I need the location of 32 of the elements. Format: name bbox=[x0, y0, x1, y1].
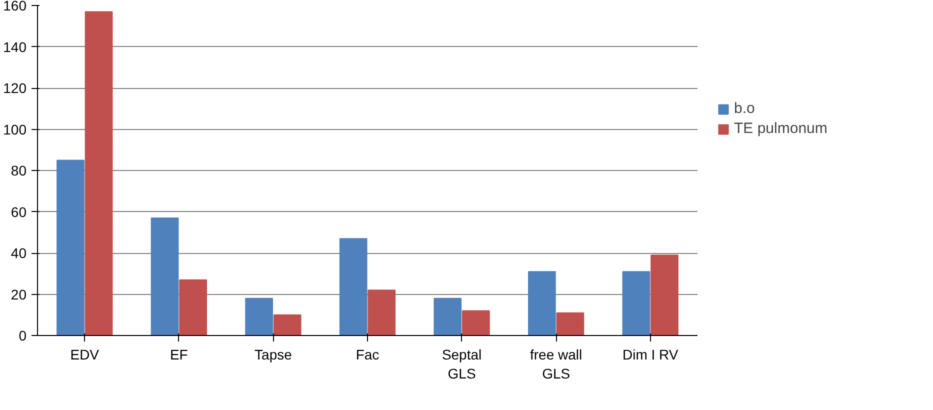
x-tick-label: Septal GLS bbox=[442, 346, 482, 382]
y-tick-label: 20 bbox=[10, 286, 27, 302]
y-tick-label: 120 bbox=[3, 80, 27, 96]
legend-label: b.o bbox=[734, 100, 755, 117]
bar bbox=[556, 312, 584, 336]
x-tick-label: EDV bbox=[70, 346, 100, 362]
x-tick-label: Dim I RV bbox=[622, 346, 679, 362]
x-tick-label: EF bbox=[170, 346, 188, 362]
y-tick-label: 100 bbox=[3, 121, 27, 138]
x-tick-label: free wall GLS bbox=[530, 346, 582, 382]
y-tick-label: 60 bbox=[10, 204, 27, 220]
bar bbox=[245, 298, 274, 336]
bar bbox=[84, 11, 113, 336]
bar bbox=[462, 310, 490, 336]
bar bbox=[368, 290, 396, 336]
y-tick-label: 140 bbox=[3, 38, 27, 55]
bar bbox=[650, 254, 678, 336]
legend-label: TE pulmonum bbox=[734, 120, 828, 137]
y-tick-label: 80 bbox=[10, 162, 27, 178]
bar bbox=[150, 217, 179, 336]
bar bbox=[622, 271, 650, 336]
y-tick-label: 40 bbox=[10, 245, 27, 261]
bar bbox=[56, 160, 84, 336]
x-tick-label: Tapse bbox=[254, 346, 292, 362]
bar bbox=[273, 314, 302, 336]
bar bbox=[528, 271, 556, 336]
y-tick-label: 0 bbox=[18, 328, 27, 344]
bar bbox=[434, 298, 462, 336]
x-tick-label: Fac bbox=[356, 346, 380, 362]
bar bbox=[339, 238, 368, 336]
bar bbox=[179, 279, 208, 336]
y-tick-label: 160 bbox=[3, 0, 27, 14]
